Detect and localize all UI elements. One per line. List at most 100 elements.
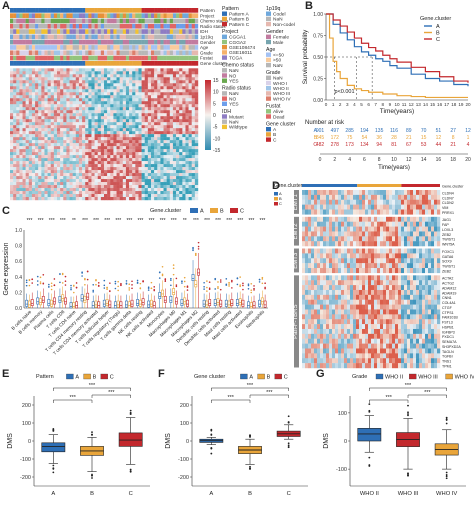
heatmap-cell (398, 216, 402, 222)
heatmap-cell (116, 131, 120, 135)
heatmap-cell (125, 128, 130, 132)
heatmap-cell (19, 134, 23, 138)
heatmap-cell (185, 164, 189, 168)
heatmap-cell (191, 119, 196, 123)
annotation-cell (119, 45, 123, 50)
heatmap-cell (19, 170, 23, 174)
heatmap-cell (66, 107, 70, 111)
heatmap-cell (407, 194, 411, 200)
heatmap-cell (97, 113, 102, 117)
heatmap-cell (332, 280, 336, 286)
heatmap-cell (110, 188, 114, 192)
annotation-cell (151, 50, 155, 56)
heatmap-cell (107, 113, 111, 117)
heatmap-cell (116, 107, 120, 111)
heatmap-cell (320, 289, 324, 296)
color-scale-tick: -10 (213, 136, 220, 142)
annotation-cell (138, 61, 142, 66)
heatmap-cell (191, 191, 196, 195)
heatmap-cell (377, 204, 381, 210)
annotation-cell (151, 29, 155, 34)
heatmap-cell (78, 137, 83, 141)
box-outlier (114, 287, 117, 290)
annotation-cell (16, 45, 20, 50)
heatmap-cell (437, 253, 441, 259)
heatmap-cell (82, 80, 86, 84)
heatmap-cell (75, 185, 80, 189)
heatmap-cell (66, 188, 70, 192)
heatmap-cell (144, 137, 149, 141)
heatmap-cell (113, 140, 117, 144)
heatmap-cell (129, 191, 133, 195)
heatmap-cell (191, 83, 196, 87)
annotation-cell (53, 18, 58, 24)
heatmap-cell (119, 128, 123, 132)
legend-title: Gender (266, 29, 284, 35)
heatmap-cell (69, 140, 73, 144)
annotation-cell (166, 61, 170, 66)
annotation-cell (78, 8, 83, 13)
box-B (238, 298, 242, 306)
heatmap-cell (305, 258, 309, 264)
annotation-row-label: Pattern (200, 8, 215, 13)
heatmap-cell (94, 158, 98, 162)
heatmap-cell (113, 143, 117, 147)
heatmap-cell (154, 152, 158, 156)
heatmap-cell (35, 173, 39, 177)
heatmap-cell (97, 185, 102, 189)
heatmap-cell (141, 95, 145, 99)
heatmap-cell (16, 98, 20, 102)
heatmap-cell (135, 143, 139, 147)
heatmap-cell (302, 294, 306, 300)
annotation-cell (160, 45, 164, 50)
heatmap-cell (16, 122, 20, 126)
heatmap-cell (157, 179, 161, 183)
annotation-cell (125, 39, 130, 45)
heatmap-cell (110, 146, 114, 150)
heatmap-cell (317, 204, 321, 210)
annotation-cell (66, 45, 70, 50)
heatmap-cell (110, 143, 114, 147)
heatmap-cell (166, 110, 170, 114)
heatmap-cell (113, 122, 117, 126)
heatmap-cell (41, 176, 45, 180)
heatmap-cell (335, 289, 339, 296)
heatmap-cell (425, 263, 429, 269)
heatmap-cell (60, 68, 64, 72)
heatmap-cell (323, 289, 327, 296)
heatmap-cell (85, 182, 89, 186)
heatmap-cell (72, 191, 76, 195)
heatmap-cell (147, 173, 152, 177)
heatmap-cell (107, 158, 111, 162)
heatmap-cell (422, 285, 426, 291)
heatmap-cell (350, 268, 354, 274)
heatmap-cell (305, 236, 309, 242)
heatmap-cell (91, 128, 95, 132)
heatmap-cell (72, 77, 76, 81)
heatmap-cell (154, 107, 158, 111)
heatmap-cell (163, 191, 167, 195)
heatmap-cell (176, 92, 180, 96)
annotation-cell (88, 29, 92, 34)
x-tick-label: 5 (360, 102, 363, 107)
annotation-cell (66, 18, 70, 24)
heatmap-cell (19, 125, 23, 129)
heatmap-cell (182, 149, 186, 153)
heatmap-cell (185, 74, 189, 78)
heatmap-cell (365, 299, 369, 305)
legend-title: Grade (266, 70, 281, 76)
heatmap-cell (57, 89, 61, 93)
heatmap-cell (413, 253, 417, 259)
annotation-cell (60, 45, 64, 50)
box-outlier (36, 280, 39, 282)
heatmap-cell (88, 137, 92, 141)
annotation-cell (185, 18, 189, 24)
annotation-cell (72, 50, 76, 56)
heatmap-cell (401, 263, 405, 269)
heatmap-cell (410, 204, 414, 210)
heatmap-cell (41, 149, 45, 153)
heatmap-cell (176, 68, 180, 72)
heatmap-cell (166, 98, 170, 102)
heatmap-cell (151, 140, 155, 144)
heatmap-cell (344, 216, 348, 222)
